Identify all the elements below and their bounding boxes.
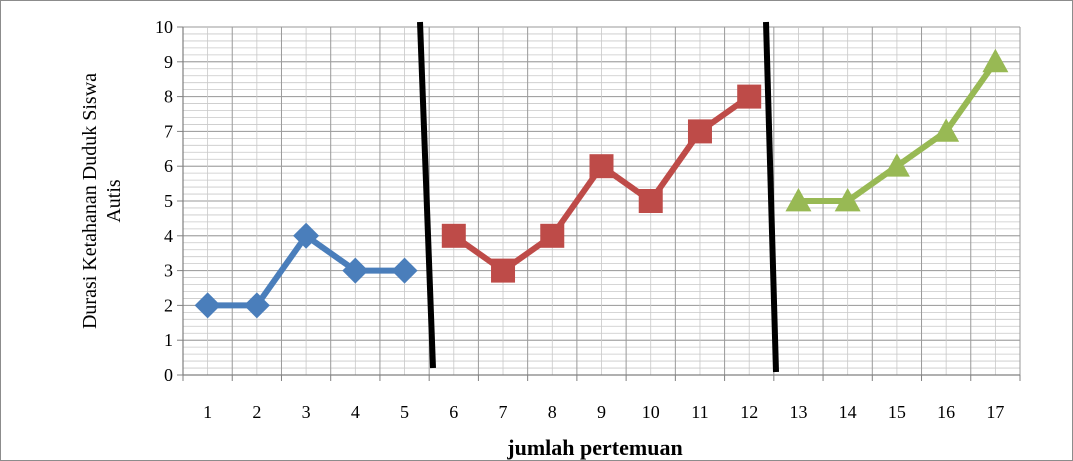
data-point [293, 222, 320, 249]
x-tick-label: 10 [642, 402, 660, 422]
data-point [243, 292, 270, 319]
data-point [441, 223, 466, 248]
phase-divider-line [417, 21, 436, 369]
x-tick-label: 3 [302, 402, 311, 422]
y-axis-title-line: Autis [103, 179, 125, 223]
x-tick-label: 13 [789, 402, 807, 422]
y-tick-label: 4 [164, 226, 173, 246]
y-axis-title: Durasi Ketahanan Duduk Siswa Autis [79, 73, 125, 329]
axes [177, 26, 1021, 381]
data-point [540, 223, 565, 248]
y-tick-label: 3 [164, 261, 173, 281]
y-tick-label: 1 [164, 330, 173, 350]
x-tick-label: 17 [986, 402, 1004, 422]
data-point [342, 257, 369, 284]
y-tick-label: 2 [164, 295, 173, 315]
x-tick-label: 16 [937, 402, 955, 422]
x-tick-label: 8 [548, 402, 557, 422]
x-tick-label: 4 [351, 402, 360, 422]
data-point [933, 118, 960, 142]
y-tick-label: 10 [155, 17, 173, 37]
x-tick-label: 14 [839, 402, 857, 422]
x-tick-label: 11 [691, 402, 708, 422]
data-point [194, 292, 221, 319]
data-point [883, 153, 910, 177]
y-axis-title-line: Durasi Ketahanan Duduk Siswa [79, 73, 101, 329]
data-point [982, 48, 1009, 73]
data-point [737, 84, 762, 109]
y-tick-label: 9 [164, 52, 173, 72]
data-point [391, 257, 418, 284]
x-tick-label: 1 [203, 402, 212, 422]
x-tick-label: 9 [597, 402, 606, 422]
y-tick-label: 6 [164, 156, 173, 176]
data-point [834, 188, 861, 212]
data-series [194, 48, 1009, 319]
x-tick-label: 6 [449, 402, 458, 422]
x-tick-label: 2 [252, 402, 261, 422]
data-point [638, 189, 663, 213]
data-point [785, 188, 812, 212]
x-tick-label: 12 [740, 402, 758, 422]
y-tick-label: 7 [164, 121, 173, 141]
data-point [491, 258, 516, 283]
data-point [589, 154, 614, 179]
x-tick-label: 7 [499, 402, 508, 422]
data-point [687, 119, 712, 144]
x-tick-label: 15 [888, 402, 906, 422]
x-axis-title: jumlah pertemuan [506, 435, 682, 460]
y-tick-label: 0 [164, 365, 173, 385]
phase-dividers [417, 21, 779, 373]
y-tick-label: 5 [164, 191, 173, 211]
x-tick-label: 5 [400, 402, 409, 422]
phase-divider-line [763, 21, 779, 373]
y-tick-label: 8 [164, 87, 173, 107]
